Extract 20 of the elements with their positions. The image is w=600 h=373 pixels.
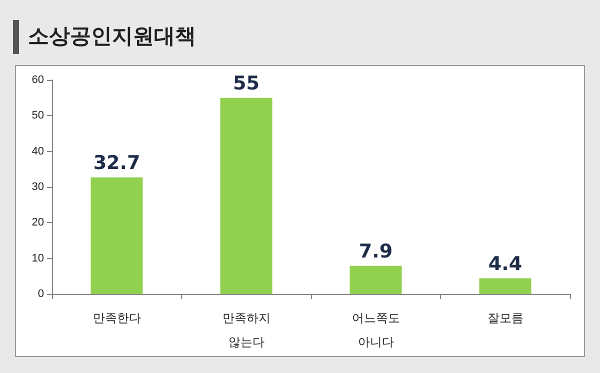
y-tick-label: 60: [32, 74, 44, 86]
bar: [90, 177, 143, 294]
y-tick-label: 10: [32, 252, 44, 264]
y-tick-label: 40: [32, 145, 44, 158]
y-tick-label: 30: [32, 181, 44, 193]
x-tick-label: 어느쪽도 아니다: [352, 311, 400, 349]
y-tick-label: 0: [38, 288, 44, 300]
x-tick-label: 잘모름: [487, 311, 524, 325]
data-label: 4.4: [488, 252, 522, 275]
x-tick-label: 만족하지 않는다: [222, 311, 270, 349]
chart-title: 소상공인지원대책: [28, 23, 196, 50]
bar: [220, 98, 272, 294]
bar: [350, 266, 402, 294]
x-tick-label: 만족한다: [92, 311, 141, 325]
data-label: 7.9: [358, 240, 393, 262]
y-tick-label: 20: [32, 216, 44, 229]
data-label: 32.7: [93, 152, 140, 174]
data-label: 55: [233, 72, 260, 94]
bar: [479, 278, 532, 294]
y-tick-label: 50: [32, 110, 44, 122]
